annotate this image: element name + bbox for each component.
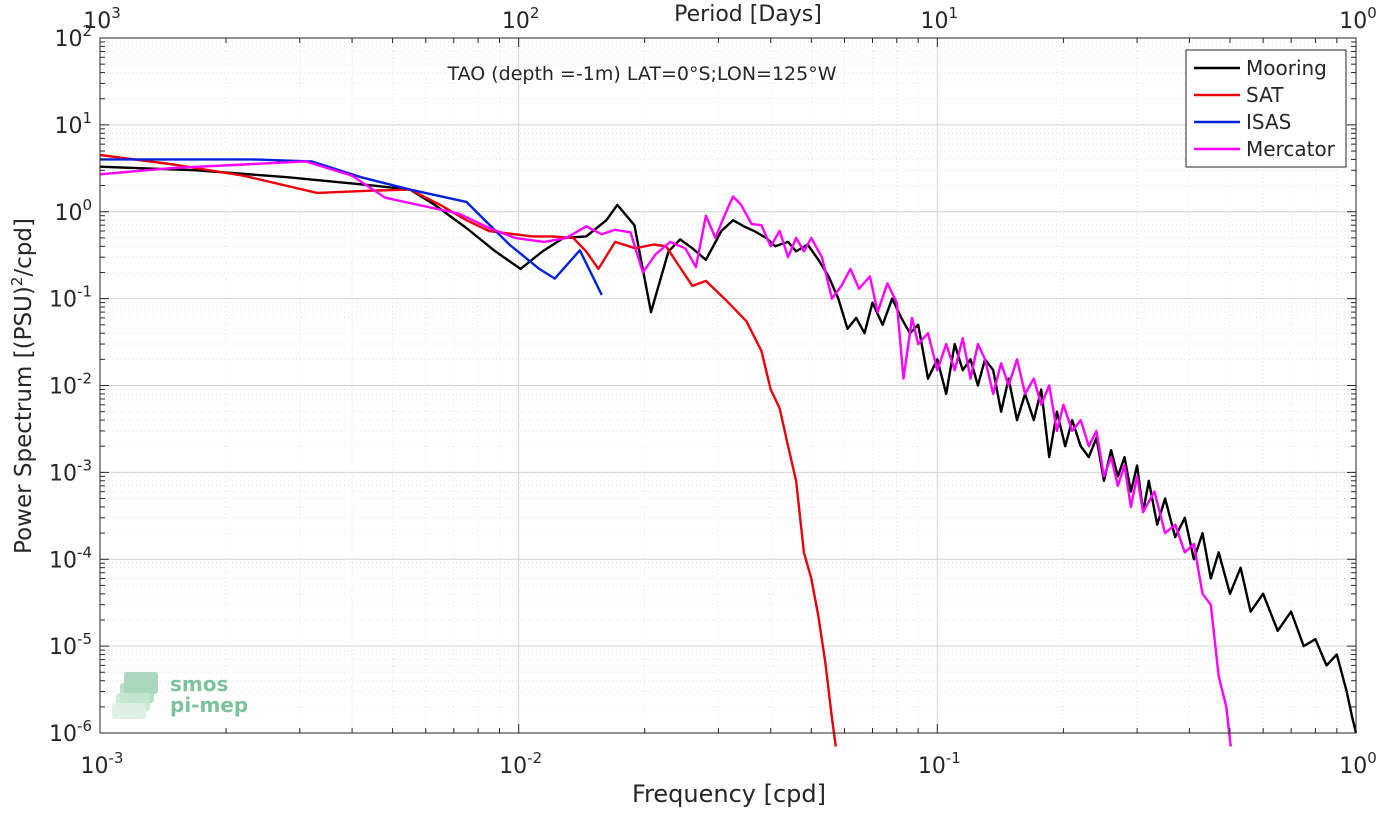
y-tick-labels: 10-6 10-5 10-4 10-3 10-2 10-1 100 101 102 xyxy=(49,22,92,747)
y-tick-label: 102 xyxy=(54,22,92,52)
legend-label: Mooring xyxy=(1246,56,1327,80)
y-tick-label: 10-3 xyxy=(49,456,92,486)
series-line-mercator xyxy=(99,160,1232,747)
legend-label: ISAS xyxy=(1246,110,1291,134)
grid-lines xyxy=(99,38,1356,734)
logo-text-smos: smos xyxy=(170,672,228,696)
x-tick-label: 10-1 xyxy=(918,749,961,779)
top-tick-label: 102 xyxy=(502,4,540,34)
axis-ticks xyxy=(99,38,1356,734)
x-axis-label: Frequency [cpd] xyxy=(632,780,826,808)
y-tick-label: 101 xyxy=(54,109,92,139)
x-tick-labels: 10-3 10-2 10-1 100 xyxy=(81,749,1377,779)
logo-icon xyxy=(112,672,158,719)
x-tick-label: 100 xyxy=(1339,749,1377,779)
top-tick-label: 101 xyxy=(921,4,959,34)
y-tick-label: 10-5 xyxy=(49,630,92,660)
logo-text-pi-mep: pi-mep xyxy=(170,693,248,717)
x-tick-label: 10-3 xyxy=(81,749,124,779)
x-tick-label: 10-2 xyxy=(499,749,542,779)
legend-label: SAT xyxy=(1246,83,1284,107)
top-tick-label: 103 xyxy=(83,4,121,34)
top-period-tick-labels: 103 102 101 100 xyxy=(83,4,1377,34)
y-tick-label: 10-1 xyxy=(49,283,92,313)
y-axis-label: Power Spectrum [(PSU)2/cpd] xyxy=(8,218,37,554)
y-tick-label: 10-2 xyxy=(49,370,92,400)
legend: Mooring SAT ISAS Mercator xyxy=(1185,49,1347,168)
legend-label: Mercator xyxy=(1246,137,1336,161)
top-tick-label: 100 xyxy=(1339,4,1377,34)
y-tick-label: 10-4 xyxy=(49,543,92,573)
series-line-isas xyxy=(100,158,603,296)
chart-title: TAO (depth =-1m) LAT=0°S;LON=125°W xyxy=(446,63,836,85)
top-axis-label: Period [Days] xyxy=(674,2,822,27)
smos-pi-mep-logo: smos pi-mep xyxy=(112,672,248,719)
y-tick-label: 100 xyxy=(54,196,92,226)
y-tick-label: 10-6 xyxy=(49,717,92,747)
series-line-sat xyxy=(99,153,837,747)
legend-box xyxy=(1185,49,1347,168)
series-lines xyxy=(99,153,1358,747)
series-line-mooring xyxy=(99,165,1358,734)
